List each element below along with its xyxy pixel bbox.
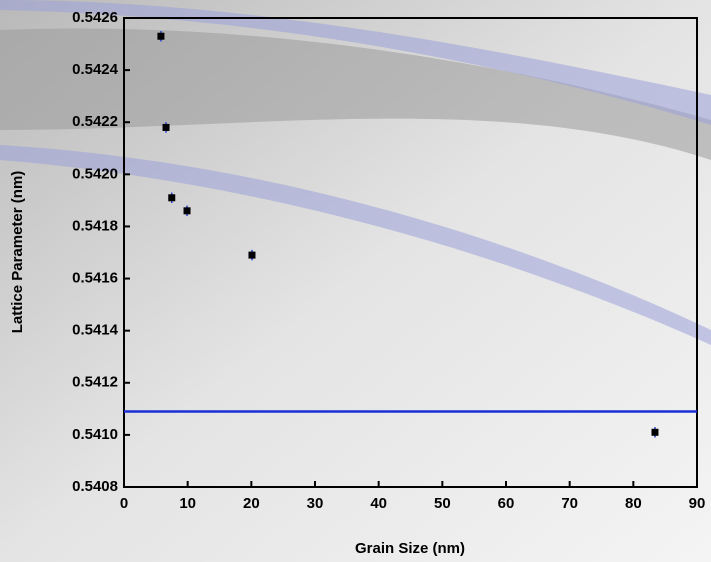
x-tick-label: 60	[498, 495, 515, 512]
y-axis-title: Lattice Parameter (nm)	[9, 171, 26, 334]
y-tick-label: 0.5424	[72, 61, 119, 78]
x-tick-label: 10	[179, 495, 196, 512]
x-tick-label: 40	[370, 495, 387, 512]
x-tick-label: 30	[307, 495, 324, 512]
x-tick-label: 70	[561, 495, 578, 512]
x-tick-label: 0	[120, 495, 128, 512]
x-tick-label: 90	[689, 495, 706, 512]
x-axis-title: Grain Size (nm)	[355, 540, 465, 557]
y-tick-label: 0.5410	[72, 426, 118, 443]
decor-band	[0, 28, 711, 160]
y-tick-label: 0.5426	[72, 9, 118, 26]
decor-swoosh	[0, 145, 711, 345]
x-tick-label: 80	[625, 495, 642, 512]
y-tick-label: 0.5420	[72, 165, 118, 182]
y-tick-label: 0.5416	[72, 270, 118, 287]
y-tick-label: 0.5418	[72, 217, 118, 234]
point	[162, 123, 170, 131]
point	[168, 194, 176, 202]
x-tick-label: 20	[243, 495, 260, 512]
x-tick-label: 50	[434, 495, 451, 512]
point	[248, 251, 256, 259]
y-tick-label: 0.5422	[72, 113, 118, 130]
y-tick-label: 0.5408	[72, 478, 118, 495]
point	[183, 207, 191, 215]
y-tick-label: 0.5412	[72, 374, 118, 391]
plot-frame	[123, 17, 698, 488]
y-tick-label: 0.5414	[72, 322, 119, 339]
point	[651, 428, 659, 436]
point	[157, 32, 165, 40]
